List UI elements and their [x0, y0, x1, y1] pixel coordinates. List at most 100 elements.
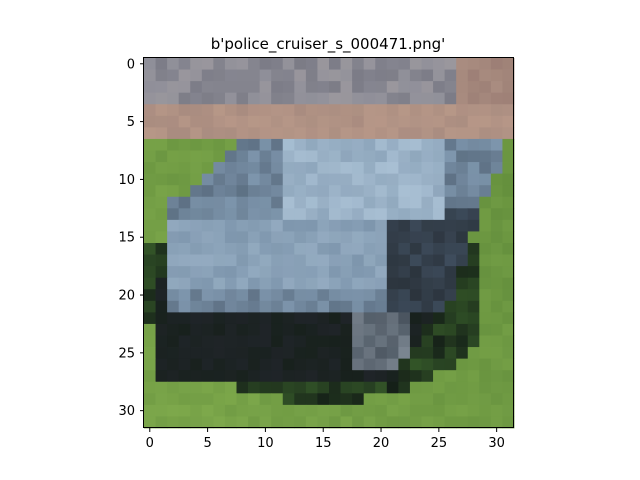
- image-pixel: [340, 393, 353, 406]
- image-pixel: [467, 312, 480, 325]
- image-pixel: [386, 358, 399, 371]
- image-pixel: [502, 173, 515, 186]
- image-pixel: [236, 404, 249, 417]
- image-pixel: [271, 115, 284, 128]
- image-pixel: [155, 289, 168, 302]
- image-pixel: [467, 219, 480, 232]
- image-pixel: [352, 196, 365, 209]
- image-pixel: [282, 243, 295, 255]
- image-pixel: [352, 150, 365, 163]
- image-pixel: [294, 300, 307, 313]
- image-pixel: [433, 104, 446, 117]
- image-pixel: [409, 115, 422, 128]
- image-pixel: [178, 404, 191, 417]
- image-pixel: [456, 404, 469, 417]
- image-pixel: [398, 416, 411, 429]
- image-pixel: [144, 358, 156, 371]
- image-pixel: [386, 219, 399, 232]
- image-pixel: [178, 277, 191, 290]
- image-pixel: [375, 104, 388, 117]
- image-pixel: [178, 335, 191, 348]
- image-pixel: [305, 58, 318, 70]
- image-pixel: [317, 243, 330, 255]
- image-pixel: [144, 254, 156, 267]
- image-pixel: [282, 404, 295, 417]
- image-pixel: [294, 335, 307, 348]
- image-pixel: [421, 393, 434, 406]
- image-pixel: [467, 104, 480, 117]
- image-pixel: [236, 393, 249, 406]
- image-pixel: [248, 231, 261, 244]
- image-pixel: [155, 416, 168, 429]
- image-pixel: [352, 266, 365, 279]
- image-pixel: [409, 104, 422, 117]
- image-pixel: [178, 185, 191, 198]
- image-pixel: [421, 300, 434, 313]
- image-pixel: [201, 58, 214, 70]
- image-pixel: [352, 104, 365, 117]
- image-pixel: [329, 196, 341, 209]
- image-pixel: [224, 381, 237, 394]
- image-pixel: [224, 219, 237, 232]
- image-pixel: [340, 300, 353, 313]
- image-pixel: [213, 312, 226, 325]
- image-pixel: [409, 312, 422, 325]
- image-pixel: [363, 185, 376, 198]
- image-pixel: [490, 381, 503, 394]
- image-pixel: [329, 404, 341, 417]
- image-pixel: [340, 150, 353, 163]
- image-pixel: [421, 243, 434, 255]
- image-pixel: [456, 381, 469, 394]
- image-pixel: [456, 323, 469, 336]
- image-pixel: [467, 185, 480, 198]
- image-pixel: [375, 243, 388, 255]
- image-pixel: [456, 358, 469, 371]
- image-pixel: [190, 138, 203, 151]
- image-pixel: [201, 393, 214, 406]
- image-pixel: [352, 289, 365, 302]
- image-pixel: [155, 404, 168, 417]
- image-pixel: [386, 162, 399, 175]
- image-pixel: [398, 104, 411, 117]
- image-pixel: [467, 416, 480, 429]
- image-pixel: [236, 254, 249, 267]
- image-pixel: [259, 404, 272, 417]
- image-pixel: [479, 104, 492, 117]
- image-pixel: [329, 127, 341, 140]
- image-pixel: [248, 393, 261, 406]
- image-pixel: [444, 58, 457, 70]
- image-pixel: [479, 254, 492, 267]
- image-pixel: [167, 138, 180, 151]
- image-pixel: [467, 266, 480, 279]
- image-pixel: [248, 185, 261, 198]
- image-pixel: [271, 162, 284, 175]
- image-pixel: [259, 231, 272, 244]
- image-pixel: [467, 115, 480, 128]
- image-pixel: [213, 323, 226, 336]
- image-pixel: [433, 219, 446, 232]
- image-pixel: [479, 196, 492, 209]
- image-pixel: [201, 69, 214, 82]
- image-pixel: [490, 335, 503, 348]
- image-pixel: [271, 277, 284, 290]
- image-pixel: [201, 289, 214, 302]
- image-pixel: [375, 81, 388, 94]
- image-pixel: [144, 335, 156, 348]
- image-pixel: [433, 69, 446, 82]
- image-pixel: [294, 381, 307, 394]
- image-pixel: [444, 347, 457, 360]
- image-pixel: [409, 381, 422, 394]
- image-pixel: [398, 381, 411, 394]
- image-pixel: [352, 381, 365, 394]
- image-pixel: [490, 150, 503, 163]
- image-pixel: [490, 358, 503, 371]
- image-pixel: [467, 231, 480, 244]
- image-pixel: [479, 58, 492, 70]
- image-pixel: [282, 115, 295, 128]
- image-pixel: [444, 277, 457, 290]
- image-pixel: [352, 173, 365, 186]
- image-pixel: [213, 219, 226, 232]
- image-pixel: [305, 312, 318, 325]
- image-pixel: [271, 289, 284, 302]
- image-pixel: [224, 173, 237, 186]
